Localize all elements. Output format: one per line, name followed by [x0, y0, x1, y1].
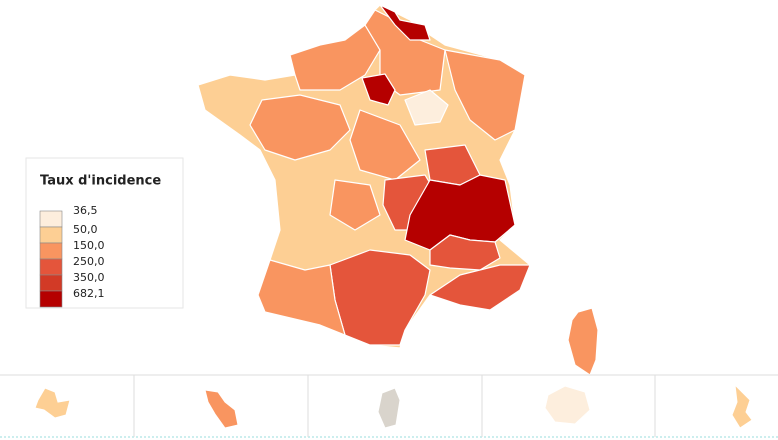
region — [289, 24, 381, 91]
region — [429, 264, 531, 311]
region — [379, 4, 431, 41]
region — [249, 94, 351, 161]
region — [404, 89, 449, 126]
guadeloupe — [34, 387, 71, 419]
guyane — [377, 387, 401, 429]
martinique — [204, 389, 239, 429]
legend-swatch — [39, 258, 63, 276]
region — [429, 234, 501, 271]
region — [361, 73, 396, 106]
legend: 36,5 50,0 150,0 250,0 350,0 682,1 — [39, 204, 105, 308]
overseas-strip — [0, 374, 778, 438]
region — [257, 259, 346, 336]
legend-label: 682,1 — [73, 287, 105, 300]
legend-label: 150,0 — [73, 239, 105, 252]
legend-swatch — [39, 274, 63, 292]
legend-swatch — [39, 210, 63, 228]
legend-label: 50,0 — [73, 223, 98, 236]
region — [329, 249, 431, 346]
legend-swatch — [39, 242, 63, 260]
france-map — [197, 4, 599, 376]
legend-label: 36,5 — [73, 204, 98, 217]
legend-title: Taux d'incidence — [40, 174, 161, 189]
reunion — [544, 385, 591, 425]
legend-label: 250,0 — [73, 255, 105, 268]
region — [329, 179, 381, 231]
legend-swatch — [39, 226, 63, 244]
legend-label: 350,0 — [73, 271, 105, 284]
mayotte — [731, 383, 753, 429]
region — [567, 307, 599, 376]
legend-swatch — [39, 290, 63, 308]
region — [444, 49, 526, 141]
